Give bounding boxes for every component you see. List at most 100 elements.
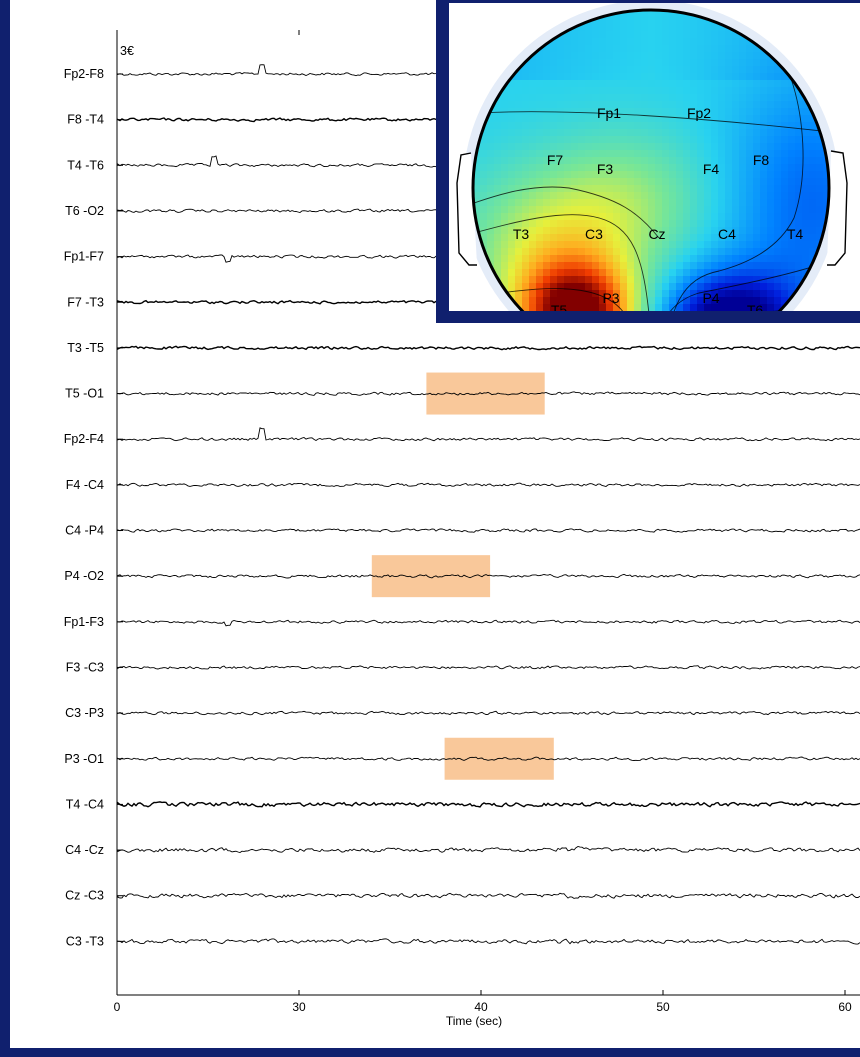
heatmap-cell xyxy=(781,157,789,165)
heatmap-cell xyxy=(550,129,558,137)
heatmap-cell xyxy=(718,136,726,144)
heatmap-cell xyxy=(606,94,614,102)
heatmap-cell xyxy=(788,80,796,88)
heatmap-cell xyxy=(501,206,509,214)
heatmap-cell xyxy=(683,297,691,305)
electrode-label: Cz xyxy=(648,226,665,242)
scalp-topomap: Fp1Fp2F7F3F4F8T3C3CzC4T4T5P3P4T6O1O2 xyxy=(456,3,848,311)
heatmap-cell xyxy=(760,234,768,242)
heatmap-cell xyxy=(550,290,558,298)
heatmap-cell xyxy=(473,10,481,18)
heatmap-cell xyxy=(795,234,803,242)
heatmap-cell xyxy=(732,290,740,298)
heatmap-cell xyxy=(508,87,516,95)
heatmap-cell xyxy=(494,178,502,186)
heatmap-cell xyxy=(732,115,740,123)
heatmap-cell xyxy=(564,192,572,200)
heatmap-cell xyxy=(760,143,768,151)
heatmap-cell xyxy=(578,136,586,144)
heatmap-cell xyxy=(599,262,607,270)
heatmap-cell xyxy=(697,276,705,284)
heatmap-cell xyxy=(753,108,761,116)
heatmap-cell xyxy=(529,150,537,158)
heatmap-cell xyxy=(613,192,621,200)
heatmap-cell xyxy=(641,129,649,137)
heatmap-cell xyxy=(767,297,775,305)
heatmap-cell xyxy=(662,220,670,228)
heatmap-cell xyxy=(767,255,775,263)
heatmap-cell xyxy=(522,199,530,207)
heatmap-cell xyxy=(739,199,747,207)
heatmap-cell xyxy=(781,248,789,256)
heatmap-cell xyxy=(564,262,572,270)
heatmap-cell xyxy=(620,24,628,32)
heatmap-cell xyxy=(620,10,628,18)
heatmap-cell xyxy=(781,94,789,102)
heatmap-cell xyxy=(564,248,572,256)
heatmap-cell xyxy=(690,192,698,200)
heatmap-cell xyxy=(704,87,712,95)
heatmap-cell xyxy=(494,304,502,311)
heatmap-cell xyxy=(767,129,775,137)
heatmap-cell xyxy=(669,45,677,53)
heatmap-cell xyxy=(634,283,642,291)
heatmap-cell xyxy=(669,304,677,311)
heatmap-cell xyxy=(795,17,803,25)
heatmap-cell xyxy=(634,24,642,32)
heatmap-cell xyxy=(760,59,768,67)
heatmap-cell xyxy=(648,185,656,193)
heatmap-cell xyxy=(662,213,670,221)
heatmap-cell xyxy=(746,171,754,179)
heatmap-cell xyxy=(536,101,544,109)
heatmap-cell xyxy=(536,150,544,158)
heatmap-cell xyxy=(655,248,663,256)
heatmap-cell xyxy=(767,164,775,172)
channel-label: F7 -T3 xyxy=(67,295,104,309)
heatmap-cell xyxy=(823,290,829,298)
heatmap-cell xyxy=(781,234,789,242)
heatmap-cell xyxy=(774,31,782,39)
heatmap-cell xyxy=(599,136,607,144)
heatmap-cell xyxy=(739,80,747,88)
heatmap-cell xyxy=(781,122,789,130)
heatmap-cell xyxy=(781,150,789,158)
heatmap-cell xyxy=(746,45,754,53)
heatmap-cell xyxy=(760,115,768,123)
heatmap-cell xyxy=(718,164,726,172)
topomap-panel: Fp1Fp2F7F3F4F8T3C3CzC4T4T5P3P4T6O1O2 xyxy=(449,3,860,311)
heatmap-cell xyxy=(816,297,824,305)
heatmap-cell xyxy=(718,255,726,263)
heatmap-cell xyxy=(620,213,628,221)
heatmap-cell xyxy=(655,24,663,32)
heatmap-cell xyxy=(697,94,705,102)
heatmap-cell xyxy=(662,38,670,46)
heatmap-cell xyxy=(620,52,628,60)
heatmap-cell xyxy=(655,213,663,221)
heatmap-cell xyxy=(809,38,817,46)
x-tick-label: 0 xyxy=(114,1000,121,1014)
heatmap-cell xyxy=(550,143,558,151)
heatmap-cell xyxy=(718,199,726,207)
heatmap-cell xyxy=(620,283,628,291)
heatmap-cell xyxy=(655,80,663,88)
heatmap-cell xyxy=(781,38,789,46)
heatmap-cell xyxy=(557,10,565,18)
heatmap-cell xyxy=(802,220,810,228)
heatmap-cell xyxy=(655,136,663,144)
heatmap-cell xyxy=(816,66,824,74)
heatmap-cell xyxy=(690,262,698,270)
heatmap-cell xyxy=(816,87,824,95)
heatmap-cell xyxy=(767,304,775,311)
heatmap-cell xyxy=(641,45,649,53)
heatmap-cell xyxy=(760,304,768,311)
heatmap-cell xyxy=(753,248,761,256)
heatmap-cell xyxy=(494,157,502,165)
heatmap-cell xyxy=(634,164,642,172)
heatmap-cell xyxy=(767,290,775,298)
heatmap-cell xyxy=(543,199,551,207)
heatmap-cell xyxy=(711,73,719,81)
heatmap-cell xyxy=(627,269,635,277)
heatmap-cell xyxy=(648,157,656,165)
heatmap-cell xyxy=(725,227,733,235)
heatmap-cell xyxy=(515,199,523,207)
